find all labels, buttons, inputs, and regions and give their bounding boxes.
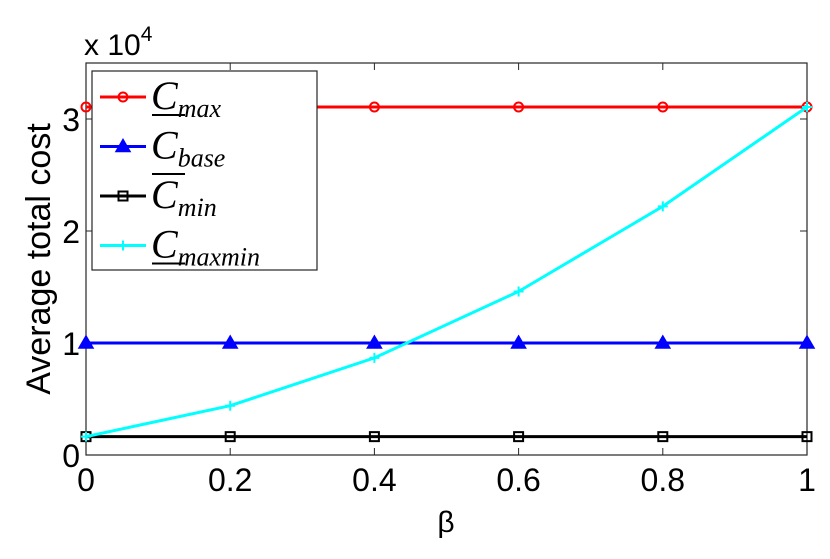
circle-marker bbox=[80, 101, 92, 113]
square-marker bbox=[117, 190, 129, 202]
square-marker bbox=[801, 431, 813, 443]
x-tick-label: 0.4 bbox=[352, 462, 396, 498]
x-tick-label: 0.2 bbox=[208, 462, 252, 498]
series-base bbox=[77, 334, 816, 349]
x-tick-label: 0.8 bbox=[641, 462, 685, 498]
plus-marker bbox=[513, 286, 524, 297]
legend-entry-max: Cmax bbox=[100, 73, 221, 123]
y-tick-label: 3 bbox=[62, 102, 80, 138]
triangle-marker bbox=[114, 138, 132, 153]
triangle-marker bbox=[510, 334, 527, 349]
legend-symbol: C bbox=[151, 123, 179, 168]
square-marker bbox=[657, 431, 669, 443]
plus-marker bbox=[657, 201, 668, 212]
y-tick-label: 0 bbox=[62, 438, 80, 474]
x-axis-label: β bbox=[437, 506, 454, 539]
legend-label: Cmin bbox=[151, 172, 217, 222]
legend-box bbox=[91, 70, 318, 271]
legend-label: Cmaxmin bbox=[151, 222, 260, 272]
circle-marker bbox=[117, 91, 129, 103]
legend-entry-base: Cbase bbox=[100, 123, 225, 173]
y-multiplier-exponent: 4 bbox=[141, 23, 153, 46]
x-tick-label: 0.6 bbox=[496, 462, 540, 498]
legend-symbol: C bbox=[151, 73, 179, 118]
legend-entry-maxmin: Cmaxmin bbox=[100, 222, 260, 272]
legend-subscript: base bbox=[178, 144, 226, 173]
legend-symbol: C bbox=[151, 172, 179, 217]
legend-subscript: max bbox=[178, 94, 222, 123]
x-tick-label: 0 bbox=[77, 462, 95, 498]
triangle-marker bbox=[654, 334, 672, 349]
triangle-marker bbox=[366, 334, 383, 349]
y-axis-label: Average total cost bbox=[20, 123, 58, 395]
legend-entry-min: Cmin bbox=[100, 172, 217, 222]
legend-subscript: min bbox=[178, 193, 217, 222]
y-tick-label: 2 bbox=[62, 214, 80, 250]
square-marker bbox=[224, 431, 236, 443]
plus-marker bbox=[118, 240, 128, 251]
triangle-marker bbox=[77, 334, 95, 349]
square-marker bbox=[513, 431, 525, 443]
legend-subscript: maxmin bbox=[178, 243, 260, 272]
plus-marker bbox=[802, 102, 812, 113]
circle-marker bbox=[513, 101, 525, 113]
y-multiplier-base: x 10 bbox=[84, 29, 141, 62]
legend-label: Cmax bbox=[151, 73, 221, 123]
circle-marker bbox=[368, 101, 380, 113]
series-line-maxmin bbox=[85, 105, 808, 439]
legend-symbol: C bbox=[151, 222, 179, 267]
series-maxmin bbox=[81, 102, 812, 442]
plus-marker bbox=[369, 352, 380, 363]
plus-marker bbox=[81, 431, 91, 442]
y-multiplier: x 104 bbox=[84, 23, 153, 62]
x-tick-label: 1 bbox=[798, 462, 816, 498]
legend-label: Cbase bbox=[151, 123, 225, 173]
triangle-marker bbox=[798, 334, 816, 349]
y-tick-label: 1 bbox=[62, 326, 80, 362]
triangle-marker bbox=[221, 334, 239, 349]
square-marker bbox=[368, 431, 380, 443]
circle-marker bbox=[657, 101, 669, 113]
plus-marker bbox=[225, 400, 236, 411]
